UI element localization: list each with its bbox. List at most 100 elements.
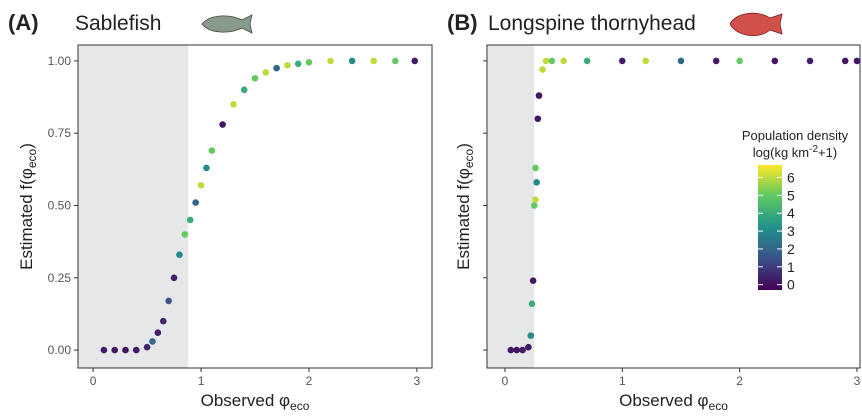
point [712, 57, 720, 65]
y-label-main: Estimated f(φ [454, 168, 473, 270]
point [122, 346, 129, 354]
point [240, 86, 248, 94]
point [530, 202, 538, 209]
point [273, 64, 280, 72]
point [219, 121, 226, 128]
point [370, 57, 378, 65]
point [513, 346, 520, 354]
point [197, 181, 205, 189]
x-tick-label: 0 [90, 374, 97, 388]
y-label-main: Estimated f(φ [17, 168, 36, 270]
shaded-region [78, 45, 189, 368]
x-tick-label: 3 [414, 374, 421, 388]
point [529, 277, 537, 284]
colorbar-label: 6 [787, 170, 795, 186]
colorbar-label: 1 [787, 259, 795, 275]
shaded-region [487, 45, 535, 368]
point [771, 57, 779, 65]
point [677, 57, 685, 65]
point [560, 57, 567, 65]
y-tick-label: 0.00 [48, 343, 72, 357]
y-label-sub: eco [25, 148, 39, 168]
point [841, 57, 849, 65]
plot-frame [486, 44, 861, 369]
point [519, 346, 526, 354]
point [176, 251, 183, 258]
x-label-main: Observed φ [619, 391, 708, 410]
point [284, 61, 291, 69]
point [532, 196, 539, 204]
point [262, 69, 270, 76]
point [203, 164, 210, 172]
panel-title: Longspine thornyhead [488, 12, 696, 35]
legend-subtitle: log(kg km-2+1) [753, 144, 837, 160]
x-axis-label: Observed φeco [619, 391, 728, 412]
y-axis-label: Estimated f(φeco) [17, 143, 39, 270]
y-label-end: ) [17, 143, 36, 149]
fish-icon [729, 12, 783, 37]
plot-frame [77, 44, 433, 369]
y-label-sub: eco [462, 148, 476, 168]
point [542, 57, 550, 65]
point [305, 59, 313, 66]
point [535, 92, 543, 99]
point [525, 343, 532, 351]
colorbar-label: 5 [787, 187, 795, 203]
colorbar-label: 4 [787, 205, 795, 221]
point [143, 343, 151, 351]
point [186, 216, 194, 224]
y-tick-label: 0.50 [48, 198, 72, 212]
point [528, 300, 536, 308]
point [534, 115, 542, 123]
point [618, 57, 626, 65]
x-tick-label: 2 [306, 374, 313, 388]
point [251, 74, 259, 82]
colorbar [758, 165, 782, 290]
point [642, 57, 650, 65]
point [154, 329, 162, 337]
panel-title: Sablefish [75, 12, 161, 35]
legend-subtitle-end: +1) [818, 145, 837, 160]
point [327, 57, 334, 65]
point [192, 199, 199, 206]
point [159, 317, 167, 325]
point [294, 60, 302, 68]
x-tick-label: 3 [854, 374, 861, 388]
point [208, 147, 216, 154]
x-label-main: Observed φ [201, 391, 290, 410]
y-axis-label: Estimated f(φeco) [454, 143, 476, 270]
point [532, 164, 539, 172]
panel-tag: (B) [447, 10, 478, 35]
point [583, 57, 591, 65]
point [806, 57, 814, 65]
point [533, 179, 540, 186]
point [170, 274, 178, 282]
point [111, 346, 118, 354]
point [853, 57, 861, 65]
y-tick-label: 0.25 [48, 271, 72, 285]
x-tick-label: 1 [198, 374, 205, 388]
colorbar-label: 0 [787, 277, 795, 293]
point [411, 57, 419, 65]
y-tick-label: 1.00 [48, 54, 72, 68]
point [348, 57, 356, 65]
point [527, 332, 535, 339]
point [736, 57, 743, 65]
point [181, 231, 189, 238]
point [507, 346, 515, 354]
legend-title: Population density [742, 128, 849, 143]
x-tick-label: 1 [619, 374, 626, 388]
point [165, 297, 172, 305]
legend-subtitle-sup: -2 [809, 144, 818, 155]
point [132, 346, 140, 354]
y-tick-label: 0.75 [48, 126, 72, 140]
fish-icon [201, 14, 253, 34]
x-tick-label: 2 [736, 374, 743, 388]
colorbar-label: 2 [787, 241, 795, 257]
point [149, 338, 156, 345]
point [392, 57, 399, 65]
x-label-sub: eco [709, 399, 729, 412]
x-axis-label: Observed φeco [201, 391, 310, 412]
y-label-end: ) [454, 143, 473, 149]
